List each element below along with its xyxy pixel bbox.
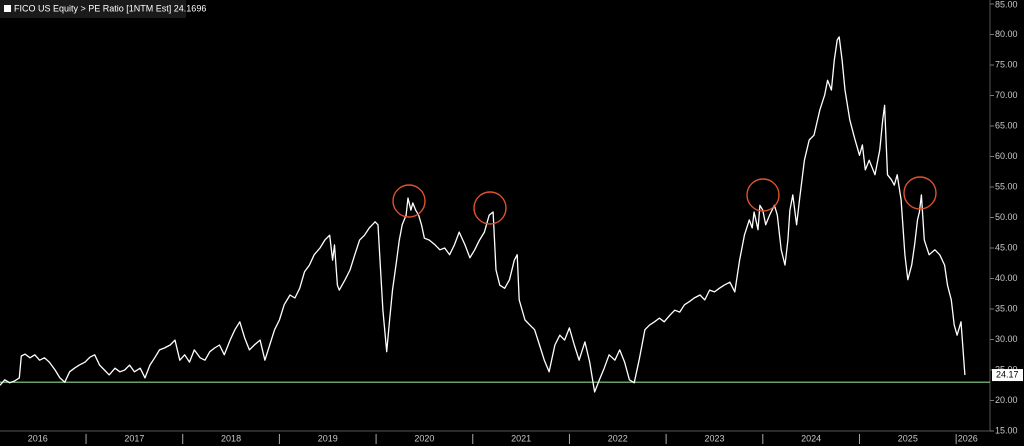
x-tick-label: 2021 <box>511 433 531 443</box>
y-tick-label: 35.00 <box>995 303 1018 313</box>
x-tick-label: 2020 <box>414 433 434 443</box>
y-tick-label: 85.00 <box>995 0 1018 9</box>
highlight-circle <box>473 191 507 225</box>
legend-label: FICO US Equity > PE Ratio [1NTM Est] 24.… <box>14 3 206 13</box>
y-tick-label: 20.00 <box>995 395 1018 405</box>
highlight-circle <box>392 184 426 218</box>
y-tick-label: 65.00 <box>995 120 1018 130</box>
y-tick-label: 80.00 <box>995 29 1018 39</box>
series-line <box>0 36 966 393</box>
highlight-circles <box>392 176 937 225</box>
legend-swatch <box>4 5 11 12</box>
last-value-label: 24.17 <box>996 369 1019 379</box>
highlight-circle <box>746 178 780 212</box>
y-tick-label: 60.00 <box>995 151 1018 161</box>
x-tick-label: 2023 <box>704 433 724 443</box>
y-tick-label: 15.00 <box>995 425 1018 435</box>
legend-box <box>0 0 186 18</box>
x-tick-label: 2018 <box>221 433 241 443</box>
x-tick-label: 2019 <box>318 433 338 443</box>
x-tick-label: 2022 <box>608 433 628 443</box>
y-tick-label: 45.00 <box>995 242 1018 252</box>
x-tick-label: 2016 <box>28 433 48 443</box>
y-tick-label: 55.00 <box>995 181 1018 191</box>
last-value-box <box>992 369 1023 382</box>
y-tick-label: 75.00 <box>995 59 1018 69</box>
x-tick-label: 2024 <box>801 433 821 443</box>
x-tick-label: 2026 <box>958 433 978 443</box>
y-tick-label: 30.00 <box>995 334 1018 344</box>
x-tick-label: 2017 <box>124 433 144 443</box>
y-tick-label: 70.00 <box>995 90 1018 100</box>
highlight-circle <box>903 176 937 210</box>
y-tick-label: 40.00 <box>995 273 1018 283</box>
top-layer: 24.17 <box>992 369 1023 382</box>
x-tick-label: 2025 <box>898 433 918 443</box>
y-tick-label: 50.00 <box>995 212 1018 222</box>
